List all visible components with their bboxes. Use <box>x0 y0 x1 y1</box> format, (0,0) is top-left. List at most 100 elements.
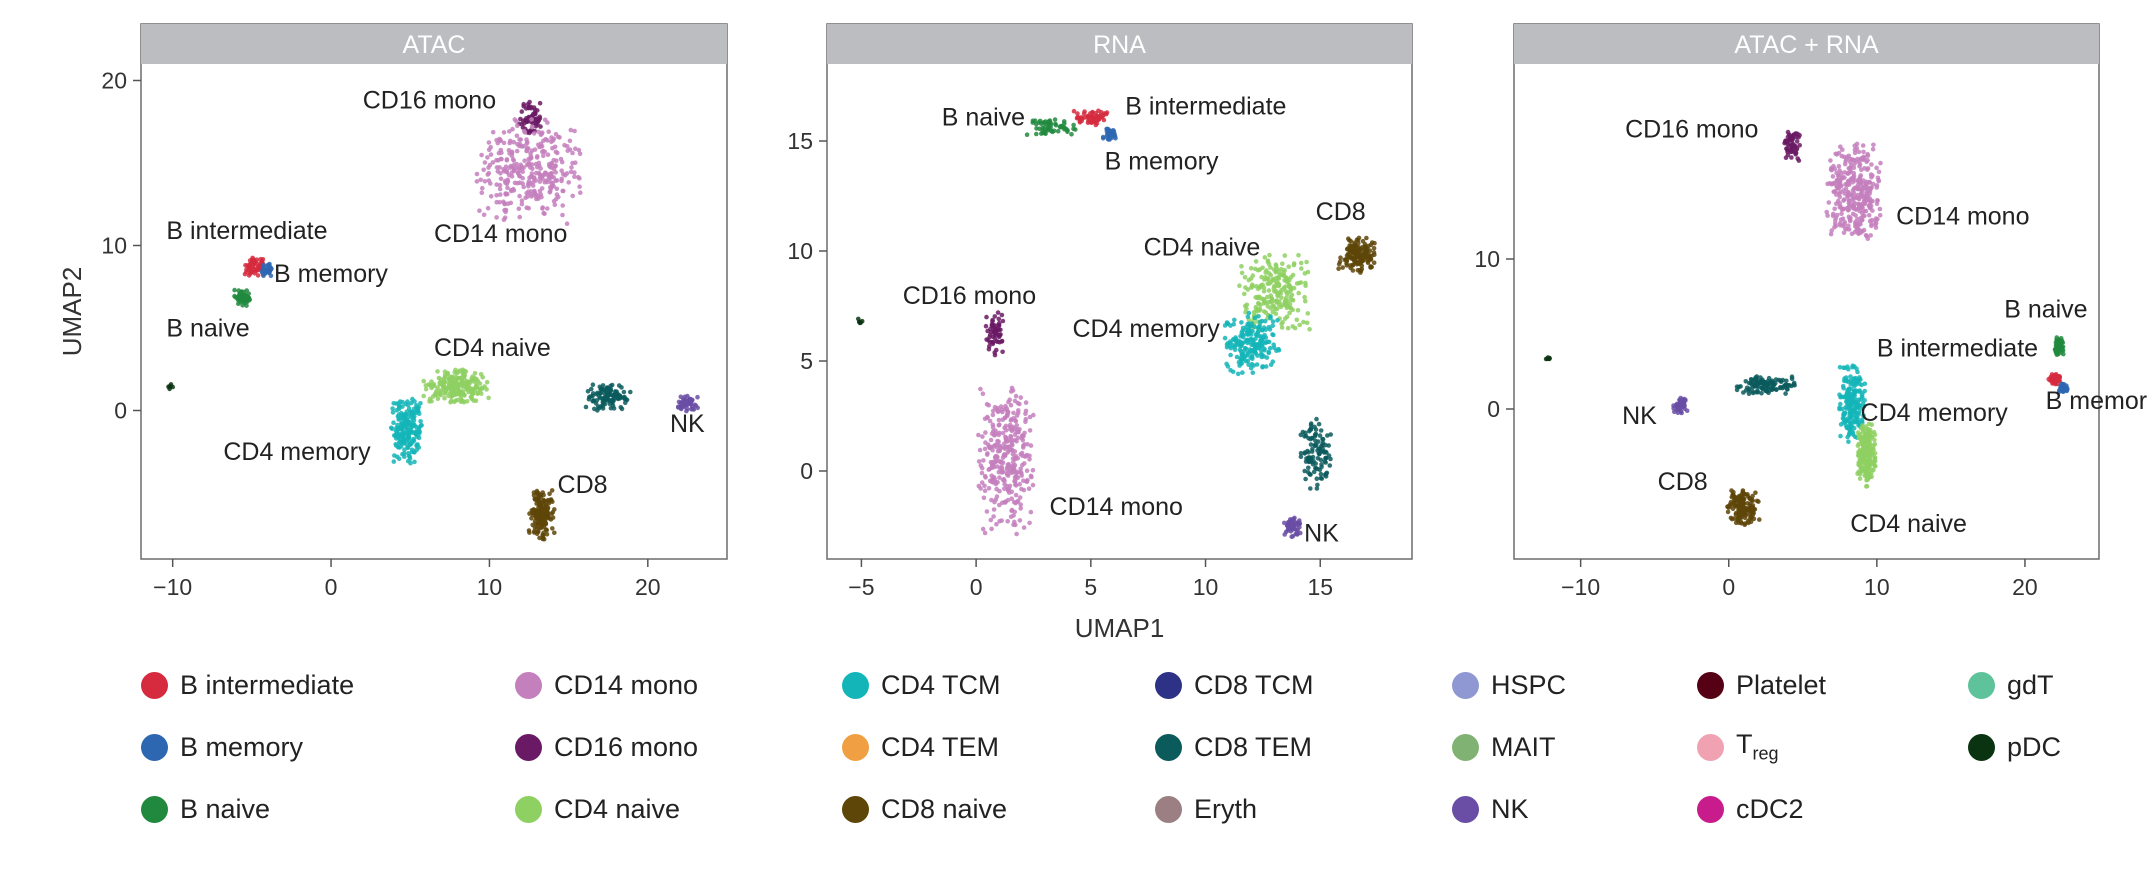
cell-point <box>570 193 575 199</box>
cell-point <box>529 194 534 199</box>
cell-point <box>1793 152 1798 157</box>
cell-point <box>399 425 404 431</box>
cell-point <box>1028 509 1034 515</box>
cell-point <box>1845 193 1851 199</box>
cell-point <box>409 429 415 434</box>
cell-point <box>547 190 553 195</box>
cell-point <box>548 165 553 170</box>
cell-point <box>1851 199 1856 205</box>
cluster-b-memory <box>259 261 274 279</box>
cell-point <box>1282 520 1287 526</box>
cell-point <box>441 384 446 389</box>
cell-point <box>991 507 997 512</box>
cell-point <box>502 207 507 213</box>
cell-point <box>521 101 526 107</box>
cell-point <box>1828 231 1834 237</box>
cell-point <box>1750 493 1755 499</box>
cell-point <box>1764 385 1770 390</box>
cell-point <box>1239 264 1244 269</box>
cell-point <box>458 395 464 401</box>
cell-point <box>1862 446 1868 452</box>
cell-point <box>1250 348 1255 353</box>
cell-point <box>1678 405 1684 410</box>
cell-point <box>1318 471 1324 477</box>
cell-point <box>1791 382 1796 387</box>
cell-point <box>1033 121 1039 127</box>
cell-point <box>396 416 402 421</box>
cell-point <box>682 394 688 400</box>
cell-point <box>540 205 545 210</box>
cell-point <box>1368 257 1373 262</box>
cell-point <box>405 399 410 404</box>
cell-point <box>1792 132 1797 137</box>
cluster-label-cd14-mono: CD14 mono <box>1050 493 1183 521</box>
cell-point <box>1871 443 1876 449</box>
cell-point <box>610 403 616 409</box>
cell-point <box>530 510 535 515</box>
cell-point <box>488 194 494 199</box>
cell-point <box>1854 405 1859 410</box>
cell-point <box>1838 433 1843 439</box>
cell-point <box>577 151 583 157</box>
cell-point <box>1090 109 1095 115</box>
cell-point <box>529 171 535 176</box>
cell-point <box>1738 505 1743 511</box>
cell-point <box>1733 510 1739 516</box>
cell-point <box>414 447 420 453</box>
cell-point <box>1841 230 1847 235</box>
cell-point <box>540 510 546 516</box>
cell-point <box>508 138 513 144</box>
cell-point <box>1348 238 1354 244</box>
cell-point <box>480 185 485 191</box>
cell-point <box>1859 167 1864 173</box>
cell-point <box>996 316 1002 322</box>
cell-point <box>410 438 416 443</box>
cell-point <box>1860 460 1866 466</box>
cluster-pdc <box>166 382 175 392</box>
cell-point <box>1747 503 1753 509</box>
y-tick-label: 20 <box>101 68 127 94</box>
cluster-label-nk: NK <box>670 410 705 438</box>
cell-point <box>1776 377 1782 383</box>
cell-point <box>1245 351 1251 356</box>
cell-point <box>503 169 509 174</box>
cell-point <box>1757 517 1762 522</box>
cell-point <box>1263 300 1269 306</box>
cell-point <box>505 201 511 206</box>
cell-point <box>608 386 613 392</box>
cell-point <box>544 527 549 533</box>
cell-point <box>1040 125 1045 131</box>
cluster-b-intermediate <box>1071 108 1110 128</box>
cell-point <box>679 400 685 406</box>
cell-point <box>1869 452 1874 458</box>
cell-point <box>540 490 545 495</box>
cell-point <box>1252 315 1258 321</box>
cell-point <box>547 491 552 497</box>
cell-point <box>1258 334 1264 339</box>
cell-point <box>1828 167 1834 172</box>
cell-point <box>1296 253 1301 258</box>
cell-point <box>1323 455 1328 461</box>
cell-point <box>1277 272 1282 278</box>
cell-point <box>531 131 537 136</box>
cell-point <box>1240 370 1245 375</box>
cluster-cd14-mono <box>474 117 583 226</box>
cell-point <box>1224 321 1230 326</box>
cell-point <box>535 494 541 500</box>
cell-point <box>1008 427 1013 432</box>
cell-point <box>1841 412 1846 418</box>
cell-point <box>623 400 628 406</box>
cell-point <box>1018 469 1024 475</box>
cell-point <box>1256 307 1261 313</box>
cell-point <box>1684 408 1690 414</box>
cell-point <box>607 401 612 407</box>
cell-point <box>1313 461 1318 466</box>
cell-point <box>1869 223 1874 229</box>
cell-point <box>232 287 237 293</box>
cell-point <box>1232 344 1237 350</box>
cell-point <box>997 333 1003 338</box>
cell-point <box>1018 502 1023 507</box>
cell-point <box>1268 306 1274 311</box>
cell-point <box>1738 519 1744 525</box>
cell-point <box>1848 170 1853 175</box>
